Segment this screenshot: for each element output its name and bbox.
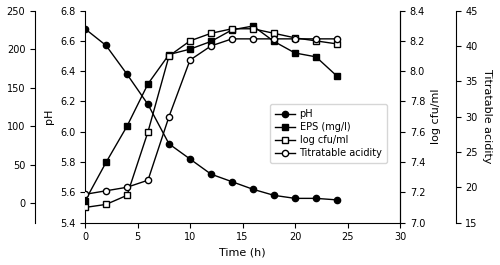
pH — [271, 194, 277, 197]
pH — [187, 157, 193, 161]
pH — [103, 44, 109, 47]
pH — [292, 197, 298, 200]
EPS (mg/l) — [82, 200, 88, 203]
log cfu/ml — [103, 203, 109, 206]
EPS (mg/l) — [292, 51, 298, 55]
log cfu/ml — [271, 32, 277, 35]
log cfu/ml — [229, 27, 235, 30]
pH — [250, 188, 256, 191]
Titratable acidity — [313, 37, 319, 41]
log cfu/ml — [82, 206, 88, 209]
pH — [208, 173, 214, 176]
log cfu/ml — [208, 32, 214, 35]
pH — [124, 73, 130, 76]
EPS (mg/l) — [187, 47, 193, 51]
log cfu/ml — [145, 130, 151, 133]
Y-axis label: EPS (mg/l): EPS (mg/l) — [0, 88, 1, 145]
Line: EPS (mg/l): EPS (mg/l) — [82, 23, 340, 204]
log cfu/ml — [313, 39, 319, 42]
Titratable acidity — [82, 193, 88, 196]
Y-axis label: pH: pH — [44, 109, 54, 124]
pH — [82, 27, 88, 30]
log cfu/ml — [292, 36, 298, 39]
EPS (mg/l) — [103, 161, 109, 164]
Y-axis label: log cfu/ml: log cfu/ml — [431, 89, 441, 144]
Titratable acidity — [187, 59, 193, 62]
EPS (mg/l) — [145, 82, 151, 85]
X-axis label: Time (h): Time (h) — [219, 248, 266, 258]
pH — [334, 198, 340, 201]
Titratable acidity — [145, 179, 151, 182]
Titratable acidity — [229, 37, 235, 41]
Legend: pH, EPS (mg/l), log cfu/ml, Titratable acidity: pH, EPS (mg/l), log cfu/ml, Titratable a… — [270, 104, 388, 163]
log cfu/ml — [124, 194, 130, 197]
EPS (mg/l) — [124, 125, 130, 128]
Titratable acidity — [103, 189, 109, 192]
Titratable acidity — [334, 37, 340, 41]
Titratable acidity — [250, 37, 256, 41]
pH — [166, 142, 172, 145]
EPS (mg/l) — [229, 28, 235, 32]
pH — [313, 197, 319, 200]
EPS (mg/l) — [166, 53, 172, 56]
EPS (mg/l) — [208, 40, 214, 43]
EPS (mg/l) — [271, 40, 277, 43]
Line: pH: pH — [82, 26, 340, 203]
Titratable acidity — [292, 37, 298, 41]
EPS (mg/l) — [250, 24, 256, 28]
Titratable acidity — [208, 44, 214, 47]
EPS (mg/l) — [334, 74, 340, 78]
pH — [229, 180, 235, 183]
log cfu/ml — [187, 39, 193, 42]
Titratable acidity — [166, 115, 172, 118]
Titratable acidity — [271, 37, 277, 41]
Line: Titratable acidity: Titratable acidity — [82, 36, 340, 197]
log cfu/ml — [334, 42, 340, 46]
EPS (mg/l) — [313, 55, 319, 59]
Titratable acidity — [124, 186, 130, 189]
log cfu/ml — [250, 27, 256, 30]
Y-axis label: Titratable acidity: Titratable acidity — [482, 69, 492, 164]
log cfu/ml — [166, 54, 172, 58]
pH — [145, 103, 151, 106]
Line: log cfu/ml: log cfu/ml — [82, 26, 340, 211]
